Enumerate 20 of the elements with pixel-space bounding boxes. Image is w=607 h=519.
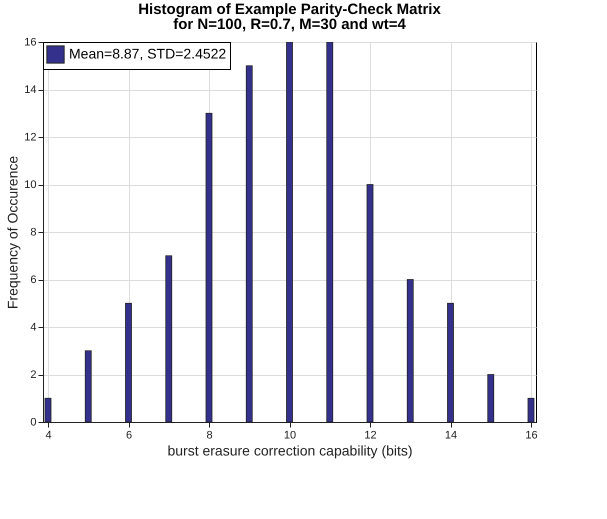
x-tick-label: 4 xyxy=(45,430,52,442)
x-axis-title: burst erasure correction capability (bits) xyxy=(167,442,413,458)
y-tick-label: 2 xyxy=(30,369,36,381)
y-tick-label: 12 xyxy=(24,132,36,144)
y-tick-label: 0 xyxy=(30,416,36,428)
y-tick-label: 10 xyxy=(24,179,36,191)
y-tick-label: 4 xyxy=(30,322,36,334)
y-tick-label: 6 xyxy=(30,274,36,286)
y-axis-title: Frequency of Occurence xyxy=(4,156,20,310)
y-tick-label: 8 xyxy=(30,226,36,238)
x-tick-label: 6 xyxy=(126,430,132,442)
x-tick-label: 14 xyxy=(444,430,458,442)
x-tick-label: 12 xyxy=(364,430,377,442)
x-tick-label: 8 xyxy=(206,430,213,442)
legend-label: Mean=8.87, STD=2.4522 xyxy=(69,46,226,62)
x-tick-label: 10 xyxy=(284,430,296,442)
y-tick-label: 14 xyxy=(24,84,36,96)
x-tick-label: 16 xyxy=(525,430,538,442)
chart-title: Histogram of Example Parity-Check Matrix for N=100, R=0.7, M=30 and wt=4 xyxy=(138,1,442,33)
y-tick-label: 16 xyxy=(24,36,36,48)
